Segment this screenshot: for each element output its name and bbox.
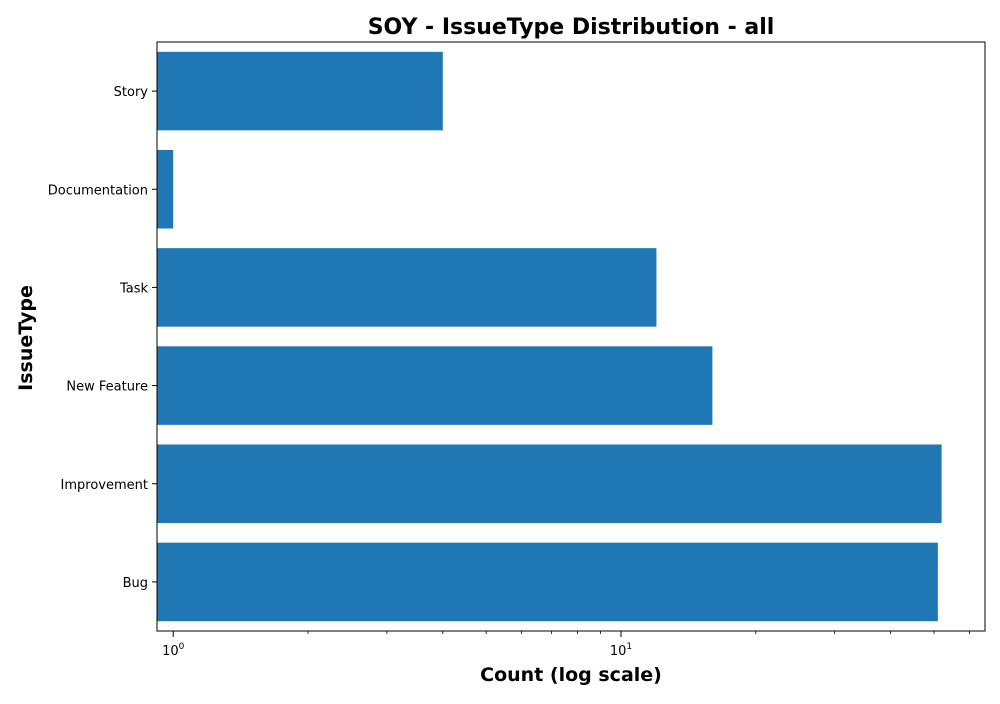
y-axis-label: IssueType <box>15 285 37 391</box>
chart-title: SOY - IssueType Distribution - all <box>368 15 775 40</box>
y-tick-label-task: Task <box>119 281 149 296</box>
y-tick-label-story: Story <box>114 85 149 100</box>
y-tick-label-bug: Bug <box>123 576 148 591</box>
bar-documentation <box>157 149 174 229</box>
x-axis-ticks: 100 101 <box>162 631 970 659</box>
y-axis-ticks: Story Documentation Task New Feature Improve… <box>48 85 157 591</box>
x-axis-label: Count (log scale) <box>480 664 662 686</box>
y-tick-label-improvement: Improvement <box>61 478 148 493</box>
y-tick-label-new-feature: New Feature <box>66 380 148 395</box>
bar-task <box>157 248 657 327</box>
plot-area-frame <box>156 41 986 632</box>
bars-layer <box>157 51 942 622</box>
bar-improvement <box>157 444 942 524</box>
bar-new-feature <box>157 346 713 425</box>
x-tick-label-0: 100 <box>162 642 185 659</box>
y-tick-label-documentation: Documentation <box>48 183 148 198</box>
bar-bug <box>157 542 938 622</box>
bar-story <box>157 51 443 131</box>
x-tick-label-1: 101 <box>610 642 632 659</box>
